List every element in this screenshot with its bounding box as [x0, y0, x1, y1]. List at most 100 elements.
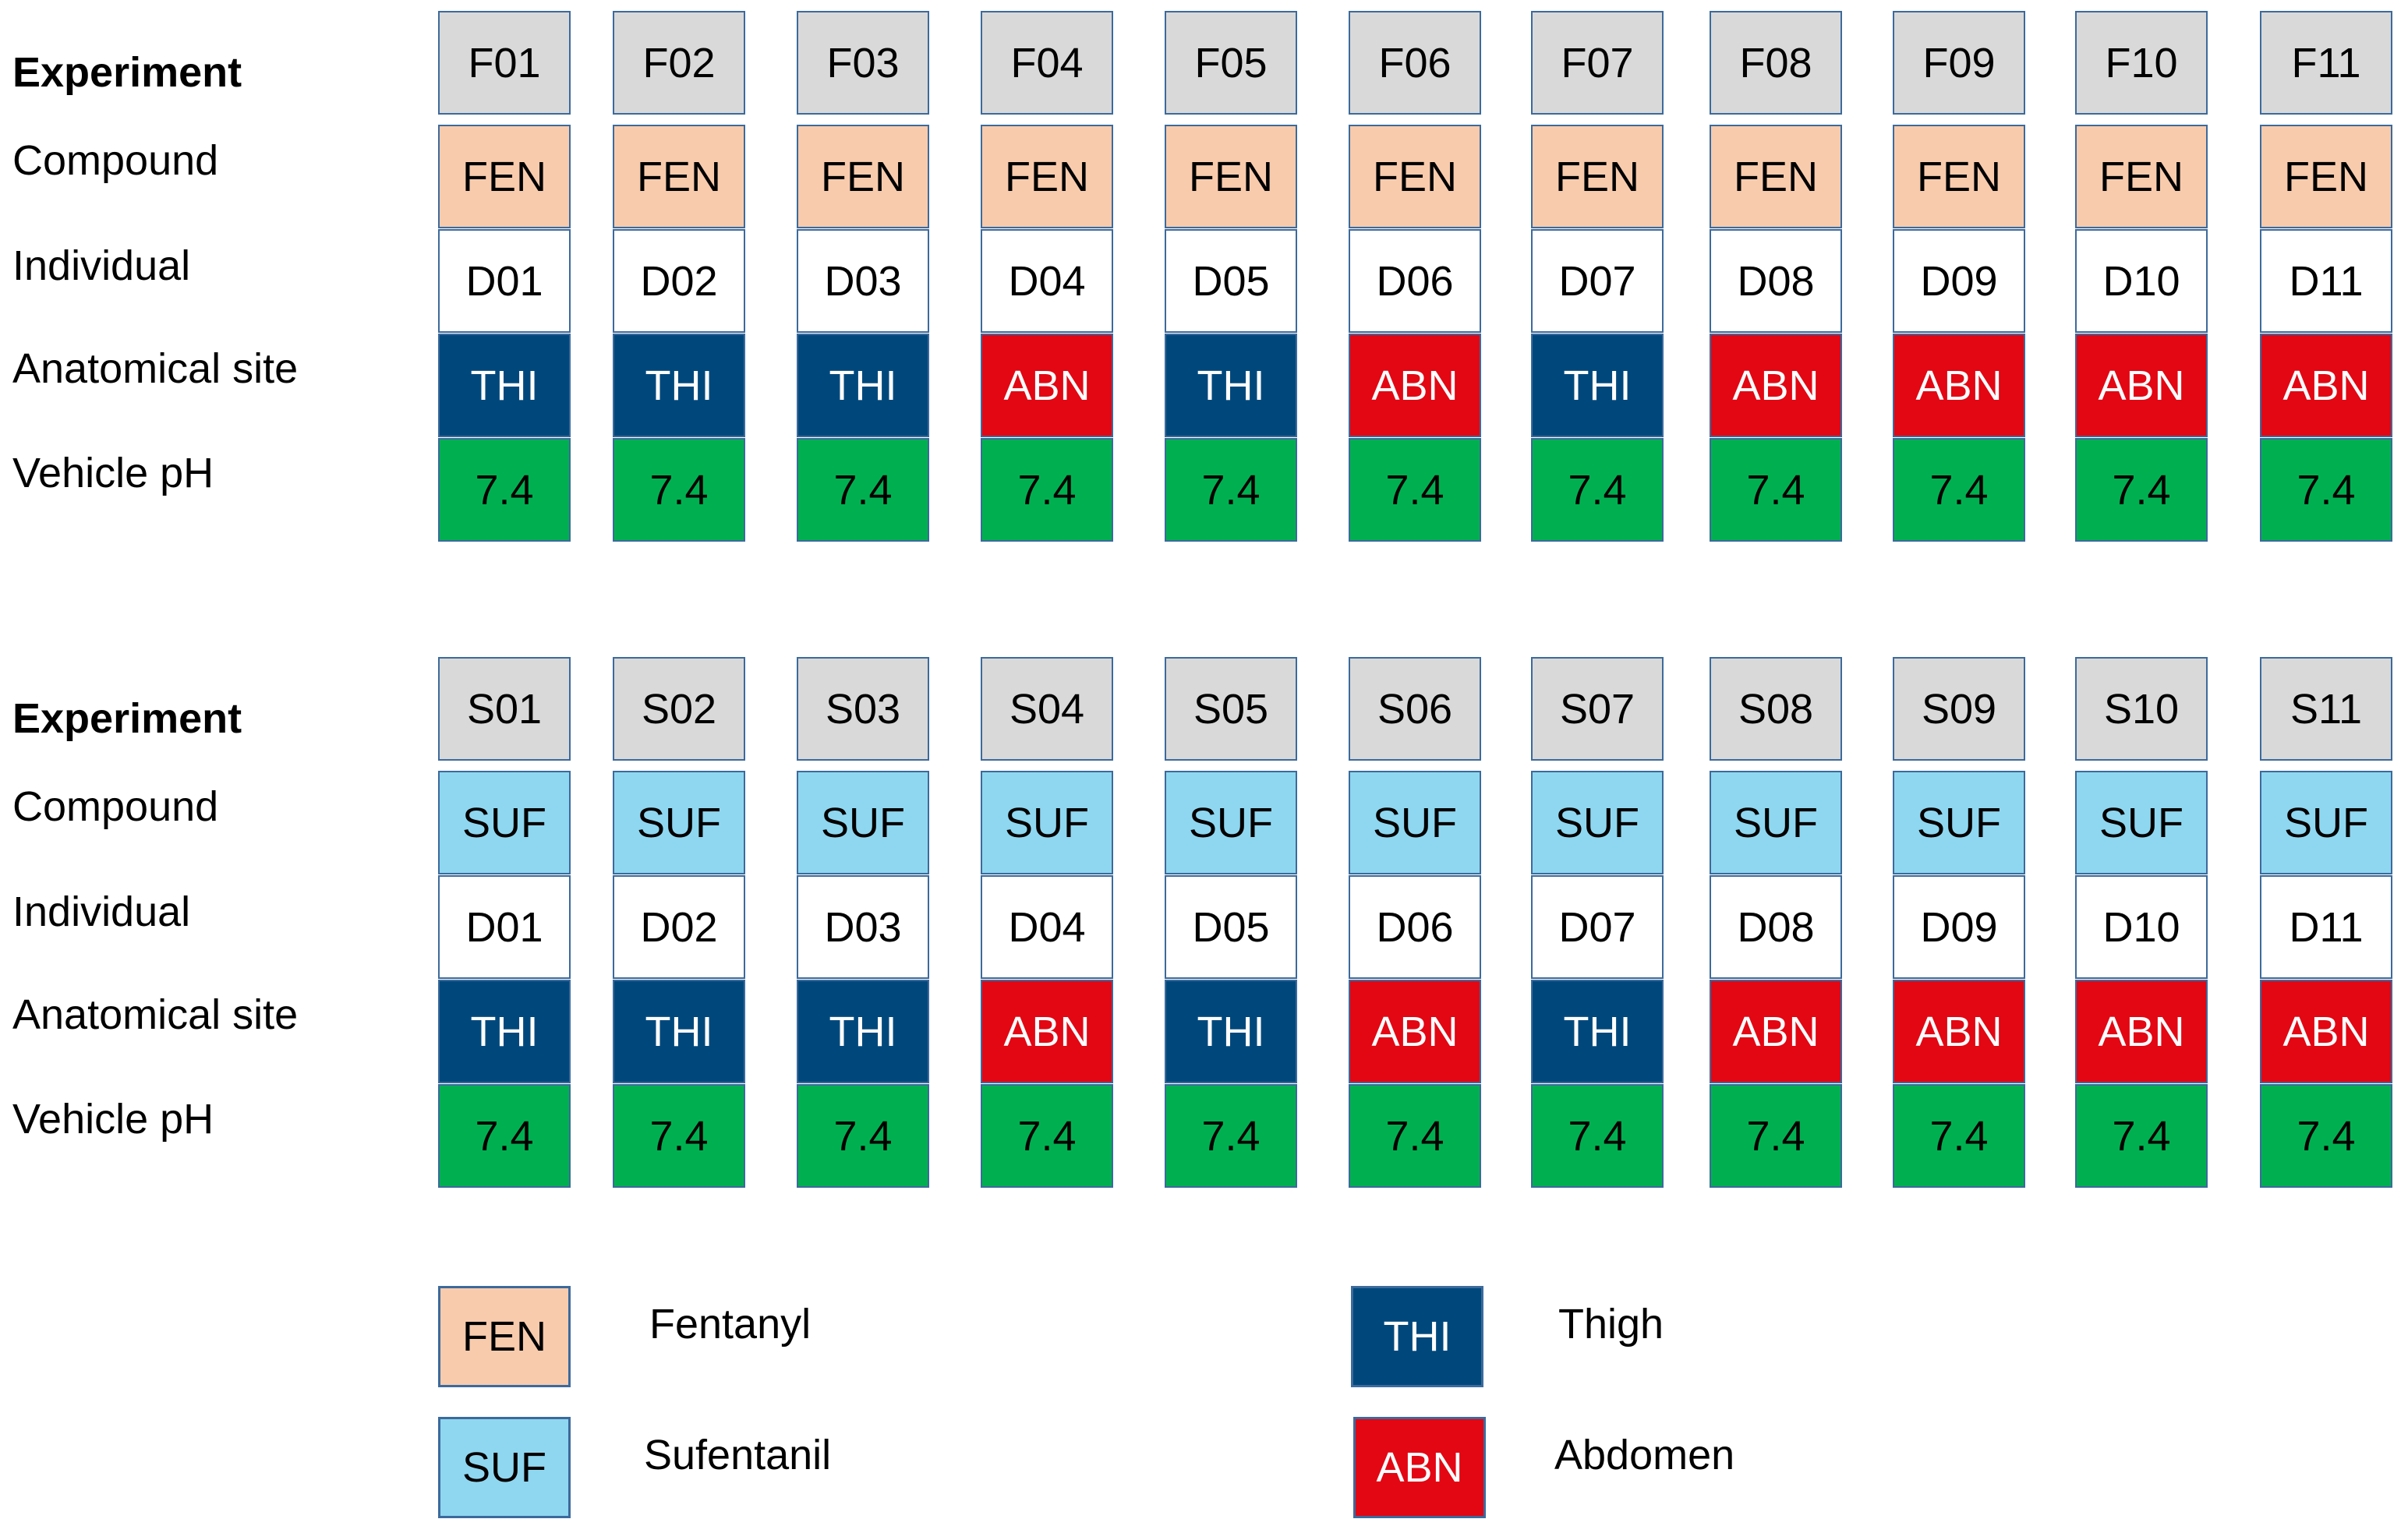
- site-cell: THI: [1165, 334, 1297, 437]
- compound-cell: FEN: [2260, 125, 2392, 228]
- individual-cell: D05: [1165, 229, 1297, 333]
- site-cell: ABN: [981, 980, 1113, 1083]
- ph-cell: 7.4: [438, 1084, 571, 1188]
- experiment-cell: S01: [438, 657, 571, 761]
- site-cell: ABN: [1893, 334, 2025, 437]
- experiment-cell: S11: [2260, 657, 2392, 761]
- row-label-individual: Individual: [12, 888, 191, 935]
- row-label-experiment: Experiment: [12, 695, 242, 742]
- individual-cell: D01: [438, 229, 571, 333]
- individual-cell: D02: [613, 229, 745, 333]
- individual-cell: D11: [2260, 229, 2392, 333]
- experiment-cell: S10: [2075, 657, 2208, 761]
- ph-cell: 7.4: [1531, 1084, 1664, 1188]
- legend-swatch-fen: FEN: [438, 1286, 571, 1387]
- experiment-cell: F02: [613, 11, 745, 115]
- experiment-cell: S02: [613, 657, 745, 761]
- compound-cell: SUF: [1893, 771, 2025, 874]
- individual-cell: D08: [1710, 875, 1842, 979]
- compound-cell: FEN: [438, 125, 571, 228]
- ph-cell: 7.4: [1165, 1084, 1297, 1188]
- experiment-cell: S05: [1165, 657, 1297, 761]
- ph-cell: 7.4: [1349, 1084, 1481, 1188]
- compound-cell: FEN: [1893, 125, 2025, 228]
- individual-cell: D05: [1165, 875, 1297, 979]
- individual-cell: D06: [1349, 875, 1481, 979]
- compound-cell: FEN: [1349, 125, 1481, 228]
- ph-cell: 7.4: [797, 438, 929, 542]
- legend-label-abn: Abdomen: [1554, 1432, 1735, 1478]
- experiment-cell: F10: [2075, 11, 2208, 115]
- individual-cell: D06: [1349, 229, 1481, 333]
- compound-cell: SUF: [438, 771, 571, 874]
- individual-cell: D09: [1893, 875, 2025, 979]
- compound-cell: SUF: [1349, 771, 1481, 874]
- site-cell: ABN: [1349, 980, 1481, 1083]
- individual-cell: D01: [438, 875, 571, 979]
- site-cell: ABN: [981, 334, 1113, 437]
- ph-cell: 7.4: [1165, 438, 1297, 542]
- site-cell: ABN: [2260, 980, 2392, 1083]
- ph-cell: 7.4: [1531, 438, 1664, 542]
- individual-cell: D03: [797, 875, 929, 979]
- individual-cell: D07: [1531, 875, 1664, 979]
- ph-cell: 7.4: [2260, 438, 2392, 542]
- ph-cell: 7.4: [2260, 1084, 2392, 1188]
- ph-cell: 7.4: [2075, 438, 2208, 542]
- compound-cell: FEN: [613, 125, 745, 228]
- site-cell: ABN: [1710, 980, 1842, 1083]
- ph-cell: 7.4: [1893, 438, 2025, 542]
- compound-cell: SUF: [2260, 771, 2392, 874]
- compound-cell: SUF: [613, 771, 745, 874]
- row-label-experiment: Experiment: [12, 49, 242, 96]
- experiment-cell: S04: [981, 657, 1113, 761]
- experiment-cell: F08: [1710, 11, 1842, 115]
- experiment-cell: F06: [1349, 11, 1481, 115]
- ph-cell: 7.4: [797, 1084, 929, 1188]
- site-cell: THI: [1531, 980, 1664, 1083]
- site-cell: ABN: [1710, 334, 1842, 437]
- individual-cell: D10: [2075, 875, 2208, 979]
- individual-cell: D09: [1893, 229, 2025, 333]
- row-label-site: Anatomical site: [12, 991, 299, 1038]
- experiment-cell: S06: [1349, 657, 1481, 761]
- site-cell: THI: [613, 334, 745, 437]
- site-cell: THI: [797, 980, 929, 1083]
- experiment-cell: S03: [797, 657, 929, 761]
- site-cell: THI: [438, 980, 571, 1083]
- experiment-cell: F05: [1165, 11, 1297, 115]
- compound-cell: FEN: [1531, 125, 1664, 228]
- ph-cell: 7.4: [613, 438, 745, 542]
- site-cell: ABN: [1893, 980, 2025, 1083]
- row-label-individual: Individual: [12, 242, 191, 289]
- legend-label-fen: Fentanyl: [649, 1301, 812, 1348]
- experiment-cell: S07: [1531, 657, 1664, 761]
- compound-cell: SUF: [981, 771, 1113, 874]
- experiment-cell: F11: [2260, 11, 2392, 115]
- ph-cell: 7.4: [981, 438, 1113, 542]
- site-cell: ABN: [1349, 334, 1481, 437]
- experiment-cell: F04: [981, 11, 1113, 115]
- experiment-cell: F07: [1531, 11, 1664, 115]
- experiment-cell: S09: [1893, 657, 2025, 761]
- individual-cell: D04: [981, 229, 1113, 333]
- row-label-site: Anatomical site: [12, 345, 299, 392]
- experiment-cell: S08: [1710, 657, 1842, 761]
- compound-cell: FEN: [797, 125, 929, 228]
- experiment-cell: F01: [438, 11, 571, 115]
- ph-cell: 7.4: [613, 1084, 745, 1188]
- site-cell: THI: [797, 334, 929, 437]
- row-label-ph: Vehicle pH: [12, 1096, 214, 1143]
- ph-cell: 7.4: [981, 1084, 1113, 1188]
- compound-cell: FEN: [1165, 125, 1297, 228]
- compound-cell: SUF: [1531, 771, 1664, 874]
- site-cell: ABN: [2260, 334, 2392, 437]
- experiment-cell: F03: [797, 11, 929, 115]
- legend-label-suf: Sufentanil: [644, 1432, 832, 1478]
- legend-swatch-suf: SUF: [438, 1417, 571, 1518]
- row-label-ph: Vehicle pH: [12, 450, 214, 496]
- legend-swatch-thi: THI: [1351, 1286, 1483, 1387]
- site-cell: THI: [1165, 980, 1297, 1083]
- compound-cell: FEN: [2075, 125, 2208, 228]
- ph-cell: 7.4: [2075, 1084, 2208, 1188]
